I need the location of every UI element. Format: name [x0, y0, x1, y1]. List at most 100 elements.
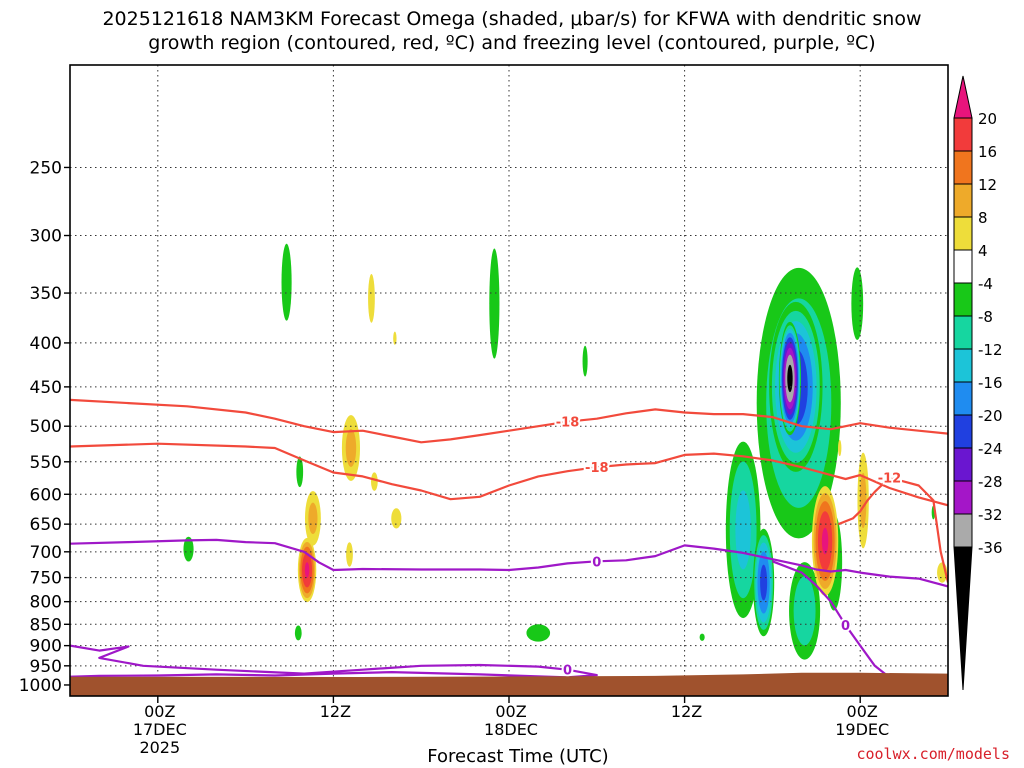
omega-cell-25	[838, 439, 842, 457]
omega-band	[368, 273, 375, 323]
y-tick-label: 650	[30, 515, 62, 535]
colorbar-bin	[953, 282, 973, 317]
omega-cell-7	[346, 542, 353, 567]
contour-label-text: 0	[563, 664, 572, 679]
colorbar: 20 16 12 8 4 -4 -8 -12 -16 -20 -24 -28 -32 -36	[953, 75, 1003, 691]
y-tick-label: 400	[30, 334, 62, 354]
colorbar-bin	[953, 513, 973, 548]
omega-band	[793, 576, 816, 646]
contour-line	[70, 442, 948, 507]
contour-label-text: -12	[878, 472, 902, 487]
colorbar-bottom-arrow	[953, 546, 973, 691]
omega-cell-3	[294, 625, 302, 641]
colorbar-tick-label: -8	[978, 308, 993, 326]
colorbar-tick-label: -20	[978, 407, 1003, 425]
contour-label-text: 0	[592, 555, 601, 570]
colorbar-bin	[953, 348, 973, 383]
contour-line	[837, 476, 948, 583]
omega-band	[281, 243, 292, 321]
colorbar-tick-label: -28	[978, 473, 1003, 491]
omega-band	[489, 248, 500, 359]
contour-line	[772, 560, 891, 679]
x-tick-label: 12Z	[320, 702, 351, 721]
x-tick-label: 17DEC	[133, 720, 187, 739]
omega-cell-12	[489, 248, 500, 359]
y-tick-label: 550	[30, 453, 62, 473]
omega-band	[296, 456, 304, 488]
colorbar-bin	[953, 117, 973, 152]
x-tick-label: 18DEC	[484, 720, 538, 739]
colorbar-tick-label: -24	[978, 440, 1003, 458]
omega-cell-4	[297, 537, 317, 603]
colorbar-tick-label: -4	[978, 275, 993, 293]
omega-cell-6	[341, 415, 361, 481]
omega-cell-0	[183, 536, 194, 562]
colorbar-bin	[953, 249, 973, 284]
colorbar-tick-label: 8	[978, 209, 988, 227]
colorbar-bin	[953, 315, 973, 350]
chart-title-line-1: 2025121618 NAM3KM Forecast Omega (shaded…	[102, 8, 922, 30]
y-tick-label: 950	[30, 657, 62, 677]
omega-band	[859, 472, 867, 529]
y-tick-label: 1000	[19, 676, 62, 696]
omega-band	[304, 562, 310, 578]
colorbar-bin	[953, 414, 973, 449]
ground-fill	[70, 672, 948, 696]
omega-band	[294, 625, 302, 641]
colorbar-bin	[953, 381, 973, 416]
omega-band	[370, 472, 378, 491]
contour-label: -12	[876, 470, 904, 489]
colorbar-bin	[953, 183, 973, 218]
x-tick-label: 00Z	[847, 702, 878, 721]
omega-cell-1	[281, 243, 292, 321]
colorbar-bin	[953, 216, 973, 251]
contour-label-text: -18	[556, 416, 580, 431]
omega-band	[308, 502, 318, 535]
colorbar-tick-label: -32	[978, 506, 1003, 524]
y-tick-label: 850	[30, 615, 62, 635]
x-axis-title-text: Forecast Time (UTC)	[427, 746, 609, 767]
omega-cell-11	[391, 508, 402, 529]
ground-terrain	[70, 672, 948, 696]
omega-band	[391, 508, 402, 529]
x-tick-label: 00Z	[144, 702, 175, 721]
y-tick-label: 500	[30, 417, 62, 437]
omega-band	[582, 345, 588, 377]
colorbar-tick-label: 20	[978, 110, 997, 128]
y-tick-label: 800	[30, 593, 62, 613]
omega-band	[760, 564, 768, 601]
contour-label: 0	[561, 662, 574, 681]
omega-cell-22	[851, 267, 864, 340]
omega-cell-13	[526, 624, 551, 642]
omega-cell-5	[304, 491, 321, 546]
y-tick-label: 350	[30, 284, 62, 304]
y-tick-label: 450	[30, 378, 62, 398]
colorbar-bin	[953, 447, 973, 482]
omega-cell-10	[370, 472, 378, 491]
chart-title-line-2: growth region (contoured, red, ºC) and f…	[148, 32, 876, 54]
x-tick-label: 00Z	[495, 702, 526, 721]
y-tick-label: 600	[30, 485, 62, 505]
omega-cell-19	[778, 321, 802, 436]
y-tick-label: 700	[30, 543, 62, 563]
omega-band	[821, 527, 829, 555]
x-axis-title: Forecast Time (UTC)	[0, 746, 1024, 767]
y-tick-label: 750	[30, 569, 62, 589]
contour-label-text: 0	[841, 619, 850, 634]
x-tick-label: 2025	[139, 738, 180, 757]
contour-label: -18	[554, 414, 582, 433]
omega-band	[735, 490, 751, 570]
omega-shading	[183, 243, 948, 660]
omega-cell-20	[789, 562, 821, 660]
colorbar-tick-label: -12	[978, 341, 1003, 359]
temperature-contours: -18 -18 -12 0 0 0	[70, 398, 948, 681]
y-tick-label: 300	[30, 227, 62, 247]
omega-cell-28	[699, 633, 705, 641]
omega-band	[346, 542, 353, 567]
axes: 2503003504004505005506006507007508008509…	[19, 158, 889, 757]
omega-cell-14	[582, 345, 588, 377]
omega-band	[851, 267, 864, 340]
colorbar-bin	[953, 480, 973, 515]
omega-cell-16	[753, 528, 775, 637]
